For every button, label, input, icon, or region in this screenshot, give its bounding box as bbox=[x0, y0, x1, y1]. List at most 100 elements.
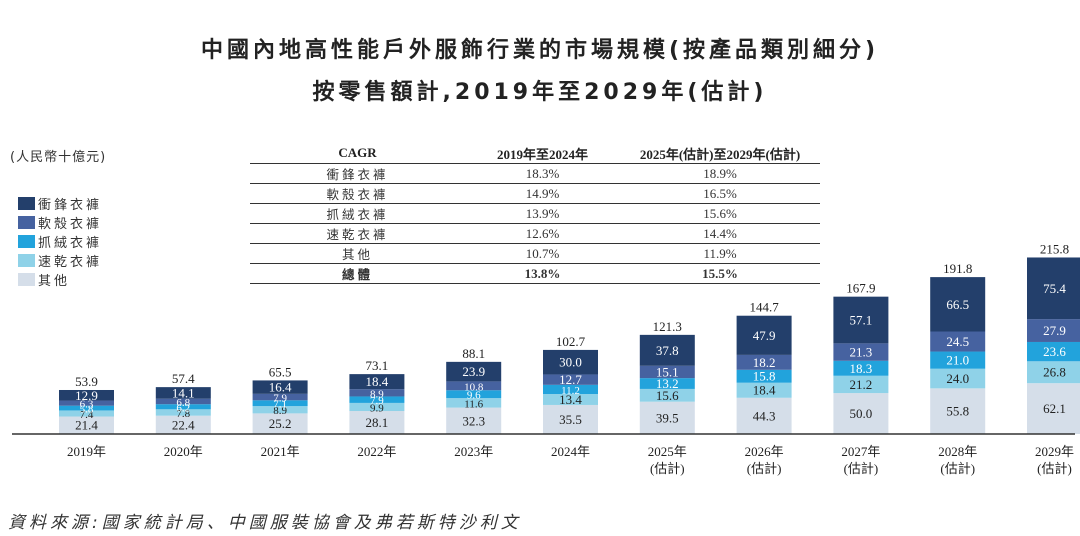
data-label: 35.5 bbox=[559, 412, 582, 427]
x-tick-label: 2024年 bbox=[551, 444, 590, 459]
stacked-bar-chart: 21.47.45.86.312.953.92019年22.47.86.26.81… bbox=[12, 241, 1080, 476]
bar-segment bbox=[543, 404, 598, 434]
x-tick-sublabel: (估計) bbox=[1037, 461, 1072, 476]
bar-segment bbox=[446, 398, 502, 408]
data-label: 26.8 bbox=[1043, 365, 1066, 380]
data-label: 25.2 bbox=[269, 416, 292, 431]
bar-segment bbox=[736, 382, 792, 398]
cagr-category: 速乾衣褲 bbox=[250, 223, 465, 244]
bar-segment bbox=[833, 375, 889, 394]
legend-item: 抓絨衣褲 bbox=[18, 232, 102, 251]
data-label: 5.8 bbox=[80, 404, 94, 416]
data-label: 37.8 bbox=[656, 343, 679, 358]
data-label: 23.6 bbox=[1043, 344, 1066, 359]
data-label: 21.2 bbox=[850, 377, 873, 392]
data-label: 21.3 bbox=[850, 345, 873, 360]
bar-segment bbox=[639, 365, 695, 379]
cagr-category: 衝鋒衣褲 bbox=[250, 163, 465, 184]
cagr-category: 抓絨衣褲 bbox=[250, 203, 465, 224]
data-label: 44.3 bbox=[753, 408, 776, 423]
x-tick-label: 2023年 bbox=[454, 444, 493, 459]
bar-segment bbox=[59, 389, 114, 401]
data-label: 16.4 bbox=[269, 380, 292, 395]
legend-label: 其他 bbox=[38, 274, 71, 289]
legend: 衝鋒衣褲 軟殼衣褲 抓絨衣褲 速乾衣褲 其他 bbox=[18, 194, 102, 289]
bar-segment bbox=[155, 409, 211, 416]
data-label: 15.8 bbox=[753, 369, 776, 384]
data-label: 62.1 bbox=[1043, 401, 1066, 416]
data-label: 7.9 bbox=[370, 395, 384, 407]
bar-segment bbox=[349, 402, 405, 412]
data-label: 6.2 bbox=[176, 402, 190, 414]
bar-segment bbox=[446, 390, 502, 399]
bar-segment bbox=[446, 407, 502, 434]
data-label: 18.3 bbox=[850, 361, 873, 376]
legend-swatch bbox=[18, 273, 35, 286]
x-tick-label: 2025年 bbox=[648, 444, 687, 459]
bar-segment bbox=[736, 397, 792, 434]
total-label: 191.8 bbox=[943, 261, 972, 276]
cagr-value: 16.5% bbox=[620, 183, 820, 204]
cagr-value: 12.6% bbox=[465, 223, 620, 244]
legend-label: 軟殼衣褲 bbox=[38, 217, 103, 232]
legend-item: 軟殼衣褲 bbox=[18, 213, 102, 232]
bar-segment bbox=[59, 410, 114, 417]
source-note: 資料來源:國家統計局、中國服裝協會及弗若斯特沙利文 bbox=[8, 513, 522, 533]
x-tick-label: 2019年 bbox=[67, 444, 106, 459]
x-tick-sublabel: (估計) bbox=[844, 461, 879, 476]
x-tick-label: 2029年 bbox=[1035, 444, 1074, 459]
total-label: 144.7 bbox=[749, 300, 779, 315]
bar-segment bbox=[736, 315, 792, 355]
bar-segment bbox=[833, 296, 889, 344]
legend-item: 其他 bbox=[18, 270, 102, 289]
legend-label: 衝鋒衣褲 bbox=[38, 198, 103, 213]
bar-segment bbox=[833, 343, 889, 361]
cagr-header-period-1: 2019年至2024年 bbox=[465, 143, 620, 164]
bar-segment bbox=[59, 400, 114, 406]
data-label: 18.2 bbox=[753, 355, 776, 370]
cagr-category: 軟殼衣褲 bbox=[250, 183, 465, 204]
data-label: 30.0 bbox=[559, 355, 582, 370]
cagr-row: 其他 10.7% 11.9% bbox=[250, 243, 820, 264]
data-label: 22.4 bbox=[172, 417, 195, 432]
bar-segment bbox=[252, 413, 308, 434]
cagr-value: 13.9% bbox=[465, 203, 620, 224]
total-label: 57.4 bbox=[172, 371, 195, 386]
data-label: 7.1 bbox=[273, 399, 287, 411]
total-label: 53.9 bbox=[75, 374, 98, 389]
x-tick-label: 2022年 bbox=[357, 444, 396, 459]
bar-segment bbox=[736, 369, 792, 383]
x-tick-sublabel: (估計) bbox=[650, 461, 685, 476]
bar-segment bbox=[446, 361, 502, 382]
bar-segment bbox=[155, 398, 211, 405]
data-label: 39.5 bbox=[656, 410, 679, 425]
legend-label: 抓絨衣褲 bbox=[38, 236, 103, 251]
data-label: 18.4 bbox=[753, 383, 776, 398]
cagr-header-label: CAGR bbox=[250, 143, 465, 164]
bar-segment bbox=[930, 351, 986, 369]
data-label: 47.9 bbox=[753, 328, 776, 343]
bar-segment bbox=[930, 368, 986, 389]
bar-segment bbox=[155, 415, 211, 434]
data-label: 75.4 bbox=[1043, 281, 1066, 296]
total-label: 121.3 bbox=[653, 319, 682, 334]
data-label: 11.6 bbox=[464, 398, 483, 410]
x-tick-sublabel: (估計) bbox=[747, 461, 782, 476]
bar-segment bbox=[155, 387, 211, 399]
total-label: 167.9 bbox=[846, 281, 875, 296]
legend-swatch bbox=[18, 216, 35, 229]
cagr-total-row: 總體 13.8% 15.5% bbox=[250, 263, 820, 284]
legend-swatch bbox=[18, 197, 35, 210]
bar-segment bbox=[252, 393, 308, 401]
bar-segment bbox=[930, 277, 986, 332]
bar-segment bbox=[1027, 361, 1080, 384]
bar-segment bbox=[639, 334, 695, 366]
total-label: 65.5 bbox=[269, 364, 292, 379]
cagr-header-row: CAGR 2019年至2024年 2025年(估計)至2029年(估計) bbox=[250, 143, 820, 164]
data-label: 10.8 bbox=[464, 381, 484, 393]
bar-segment bbox=[639, 388, 695, 402]
data-label: 24.0 bbox=[946, 371, 969, 386]
x-tick-sublabel: (估計) bbox=[940, 461, 975, 476]
bar-segment bbox=[349, 374, 405, 390]
cagr-row: 軟殼衣褲 14.9% 16.5% bbox=[250, 183, 820, 204]
